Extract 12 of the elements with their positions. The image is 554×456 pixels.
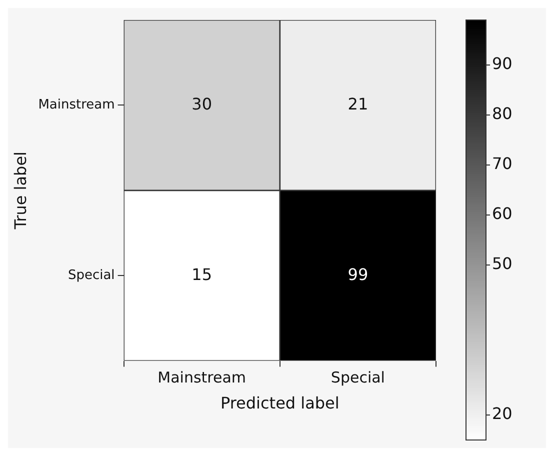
color-bar-label: 90 [492,54,512,74]
data-label: 30 [192,94,212,114]
color-bar-label: 20 [492,404,512,424]
color-bar-label: 80 [492,104,512,124]
data-label: 99 [348,264,368,284]
color-bar-label: 60 [492,204,512,224]
color-bar-label: 70 [492,154,512,174]
y-axis-title: True label [10,152,30,230]
x-axis-title: Predicted label [220,394,340,413]
color-bar-label: 50 [492,254,512,274]
data-label: 21 [348,94,368,114]
data-label: 15 [192,264,212,284]
